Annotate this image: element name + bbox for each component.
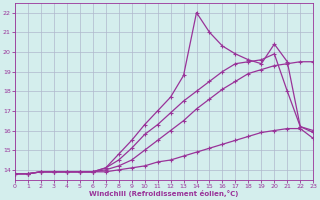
- X-axis label: Windchill (Refroidissement éolien,°C): Windchill (Refroidissement éolien,°C): [89, 190, 239, 197]
